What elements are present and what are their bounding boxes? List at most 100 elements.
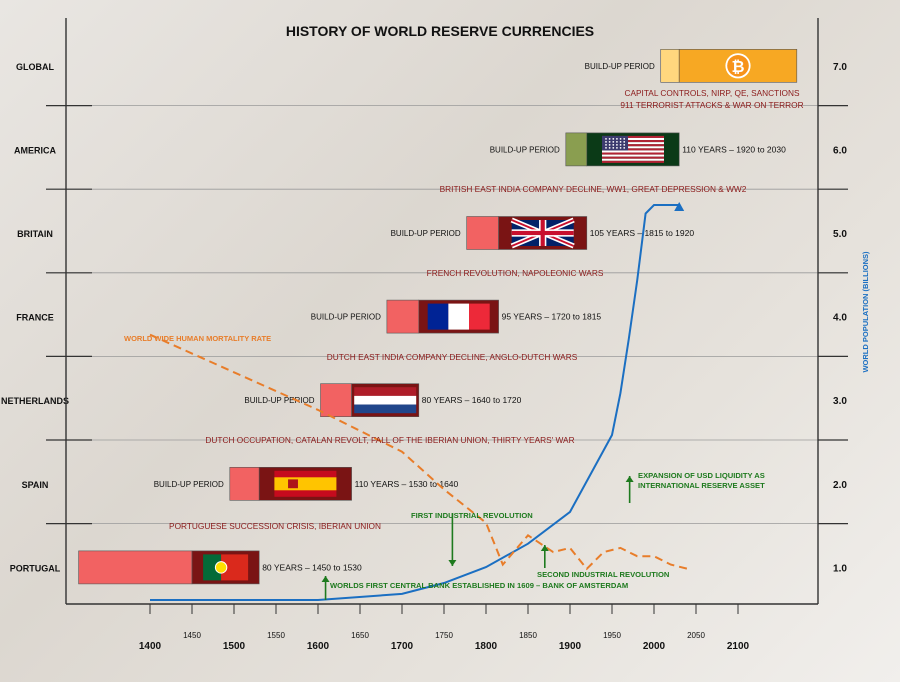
- era-name-label: FRANCE: [16, 313, 54, 323]
- flag-stripe: [602, 150, 664, 153]
- flag-stripe: [354, 387, 417, 396]
- flag-star: [619, 138, 622, 140]
- x-minor-tick-label: 1650: [351, 631, 369, 640]
- x-tick-label: 2000: [643, 641, 666, 652]
- flag-stripe: [354, 404, 417, 414]
- milestone-label: EXPANSION OF USD LIQUIDITY AS: [638, 471, 765, 480]
- flag-stripe: [602, 156, 664, 159]
- era-name-label: PORTUGAL: [10, 563, 61, 573]
- flag-stripe: [602, 146, 664, 149]
- flag-star: [623, 138, 626, 140]
- buildup-label: BUILD-UP PERIOD: [585, 62, 655, 71]
- population-series-line: [150, 204, 680, 601]
- milestone-label: WORLDS FIRST CENTRAL BANK ESTABLISHED IN…: [330, 581, 628, 590]
- x-tick-label: 1500: [223, 641, 246, 652]
- duration-label: 105 YEARS – 1815 to 1920: [590, 228, 695, 238]
- flag-stripe: [274, 477, 337, 491]
- transition-event-label: PORTUGUESE SUCCESSION CRISIS, IBERIAN UN…: [169, 521, 381, 531]
- era-row-america: AMERICA BUILD-UP PERIOD 110 YEARS – 1920 t…: [14, 132, 786, 167]
- era-name-label: GLOBAL: [16, 62, 54, 72]
- flag-star: [605, 143, 607, 146]
- buildup-period-bar: [466, 216, 499, 250]
- flag-star: [608, 138, 611, 140]
- flag-stripe: [354, 395, 417, 405]
- milestone: EXPANSION OF USD LIQUIDITY ASINTERNATION…: [625, 471, 765, 503]
- flag-stripe: [469, 303, 490, 330]
- milestone-arrowhead-icon: [625, 476, 634, 482]
- flag-star: [619, 143, 622, 146]
- bitcoin-flag-icon: ₿: [725, 53, 751, 79]
- y-axis-title: WORLD POPULATION (BILLIONS): [861, 251, 870, 373]
- y-tick-label: 7.0: [833, 62, 847, 73]
- spain-flag-icon: [274, 470, 337, 497]
- era-name-label: NETHERLANDS: [1, 396, 69, 406]
- transition-event-label: FRENCH REVOLUTION, NAPOLEONIC WARS: [427, 268, 604, 278]
- x-minor-tick-label: 1850: [519, 631, 537, 640]
- milestone-label: FIRST INDUSTRIAL REVOLUTION: [411, 511, 533, 520]
- flag-stripe: [602, 144, 664, 147]
- duration-label: 110 YEARS – 1530 to 1640: [355, 479, 459, 489]
- buildup-period-bar: [320, 383, 352, 418]
- mortality-series-line: [149, 333, 688, 571]
- buildup-label: BUILD-UP PERIOD: [391, 229, 461, 238]
- flag-stripe: [602, 152, 664, 155]
- buildup-period-bar: [229, 466, 260, 501]
- y-tick-label: 3.0: [833, 396, 847, 407]
- flag-star: [623, 143, 626, 146]
- buildup-label: BUILD-UP PERIOD: [154, 480, 224, 489]
- bitcoin-icon: [727, 55, 749, 77]
- uk-flag-icon: [510, 217, 575, 249]
- y-tick-label: 2.0: [833, 480, 847, 491]
- flag-star: [616, 143, 618, 146]
- flag-stripe: [427, 303, 449, 330]
- y-tick-label: 1.0: [833, 563, 847, 574]
- era-row-netherlands: NETHERLANDS BUILD-UP PERIOD 80 YEARS – 164…: [1, 383, 522, 418]
- buildup-period-bar: [565, 132, 588, 167]
- flag-star: [608, 140, 611, 143]
- chart-title: HISTORY OF WORLD RESERVE CURRENCIES: [286, 23, 594, 39]
- duration-label: 110 YEARS – 1920 to 2030: [682, 144, 786, 154]
- flag-stripe: [602, 158, 664, 161]
- era-row-global: GLOBAL ₿ BUILD-UP PERIOD: [16, 48, 798, 83]
- transition-event-label: BRITISH EAST INDIA COMPANY DECLINE, WW1,…: [440, 184, 747, 194]
- y-tick-label: 5.0: [833, 229, 847, 240]
- milestone-label: INTERNATIONAL RESERVE ASSET: [638, 481, 765, 490]
- x-tick-label: 1800: [475, 641, 498, 652]
- flag-star: [616, 140, 618, 143]
- milestone-arrowhead-icon: [321, 576, 330, 582]
- era-name-label: BRITAIN: [17, 229, 53, 239]
- flag-star: [612, 143, 615, 146]
- flag-star: [623, 140, 626, 143]
- flag-star: [612, 140, 615, 143]
- x-minor-tick-label: 2050: [687, 631, 705, 640]
- buildup-label: BUILD-UP PERIOD: [244, 396, 314, 405]
- flag-star: [605, 138, 607, 140]
- x-minor-tick-label: 1750: [435, 631, 453, 640]
- flag-stripe: [602, 148, 664, 151]
- buildup-period-bar: [78, 550, 193, 585]
- flag-star: [623, 146, 626, 149]
- milestone: FIRST INDUSTRIAL REVOLUTION: [411, 511, 533, 566]
- duration-label: 80 YEARS – 1450 to 1530: [262, 562, 362, 572]
- era-row-britain: BRITAIN BUILD-UP PERIOD 105 YEARS – 1815 t…: [17, 216, 695, 250]
- x-tick-label: 1900: [559, 641, 582, 652]
- transition-event-label: DUTCH OCCUPATION, CATALAN REVOLT, FALL O…: [205, 435, 574, 445]
- x-minor-tick-label: 1450: [183, 631, 201, 640]
- flag-stripe: [203, 554, 222, 581]
- milestone: SECOND INDUSTRIAL REVOLUTION: [537, 545, 669, 579]
- duration-label: 95 YEARS – 1720 to 1815: [502, 312, 602, 322]
- flag-stripe: [602, 160, 664, 163]
- portugal-flag-icon: [203, 554, 249, 581]
- milestone-arrowhead-icon: [448, 560, 457, 566]
- buildup-label: BUILD-UP PERIOD: [311, 313, 381, 322]
- x-tick-label: 1400: [139, 641, 162, 652]
- flag-stripe: [602, 137, 664, 141]
- x-minor-tick-label: 1950: [603, 631, 621, 640]
- x-tick-label: 1600: [307, 641, 330, 652]
- x-minor-tick-label: 1550: [267, 631, 285, 640]
- duration-label: 80 YEARS – 1640 to 1720: [422, 395, 522, 405]
- flag-star: [619, 140, 622, 143]
- y-tick-label: 6.0: [833, 145, 847, 156]
- buildup-label: BUILD-UP PERIOD: [490, 145, 560, 154]
